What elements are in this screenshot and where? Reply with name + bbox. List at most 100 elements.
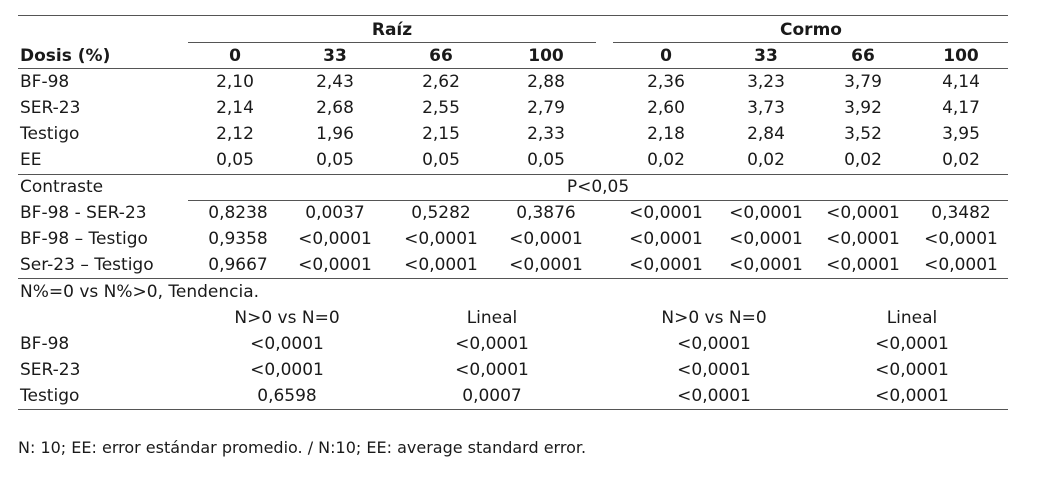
table-cell: <0,0001 [677,360,751,380]
table-cell: 2,12 [216,124,254,144]
dose-header: 66 [851,46,875,66]
table-cell: <0,0001 [677,386,751,406]
dose-header: 33 [323,46,347,66]
dosis-header: Dosis (%) [20,46,111,66]
table-cell: 0,8238 [208,203,268,223]
dose-header: 0 [660,46,672,66]
table-cell: 3,73 [747,98,785,118]
dose-header: 0 [229,46,241,66]
table-cell: <0,0001 [826,203,900,223]
table-cell: 0,0007 [462,386,522,406]
top-rule [18,15,1008,16]
table-cell: 2,84 [747,124,785,144]
trend-header: N>0 vs N=0 [234,308,340,328]
table-cell: <0,0001 [404,255,478,275]
table-cell: 0,02 [844,150,882,170]
table-cell: 3,95 [942,124,980,144]
pvalue-label: P<0,05 [566,177,630,197]
footnote: N: 10; EE: error estándar promedio. / N:… [18,438,587,457]
table-cell: 2,33 [527,124,565,144]
table-cell: 2,79 [527,98,565,118]
trend-header: N>0 vs N=0 [661,308,767,328]
table-cell: <0,0001 [826,255,900,275]
raiz-group-header: Raíz [371,20,413,40]
table-cell: 0,05 [316,150,354,170]
table-cell: 0,05 [527,150,565,170]
table-cell: <0,0001 [826,229,900,249]
table-cell: 3,52 [844,124,882,144]
table-cell: <0,0001 [729,229,803,249]
table-cell: 4,17 [942,98,980,118]
table-cell: <0,0001 [298,255,372,275]
table-cell: <0,0001 [875,334,949,354]
table-cell: 0,02 [647,150,685,170]
row-label: Testigo [20,386,80,406]
table-cell: <0,0001 [875,360,949,380]
row-label: SER-23 [20,98,81,118]
table-cell: 0,3876 [516,203,576,223]
table-cell: 2,60 [647,98,685,118]
row-label: BF-98 - SER-23 [20,203,147,223]
trend-header: Lineal [886,308,938,328]
bottom-rule [18,409,1008,410]
row-label: BF-98 [20,72,70,92]
row-label: SER-23 [20,360,81,380]
trend-header: Lineal [466,308,518,328]
dose-header: 100 [528,46,564,66]
table-cell: 2,18 [647,124,685,144]
table-cell: <0,0001 [455,334,529,354]
table-cell: 2,62 [422,72,460,92]
table-cell: 2,88 [527,72,565,92]
table-cell: <0,0001 [629,255,703,275]
pvalue-rule [188,200,1008,201]
table-cell: 2,68 [316,98,354,118]
table-cell: <0,0001 [924,255,998,275]
table-cell: 3,79 [844,72,882,92]
table-cell: 0,9667 [208,255,268,275]
table-cell: 0,3482 [931,203,991,223]
dose-header: 100 [943,46,979,66]
row-label: Ser-23 – Testigo [20,255,154,275]
table-cell: 0,6598 [257,386,317,406]
row-label: Testigo [20,124,80,144]
table-cell: 4,14 [942,72,980,92]
raiz-group-rule [188,42,596,43]
table-cell: <0,0001 [250,360,324,380]
cormo-group-header: Cormo [780,20,842,40]
table-cell: 2,43 [316,72,354,92]
header-rule [18,68,1008,69]
table-cell: 2,36 [647,72,685,92]
row-label: BF-98 [20,334,70,354]
table-cell: <0,0001 [677,334,751,354]
table-cell: <0,0001 [298,229,372,249]
table-cell: 2,14 [216,98,254,118]
table-cell: 0,9358 [208,229,268,249]
dose-header: 66 [429,46,453,66]
table-cell: <0,0001 [509,255,583,275]
table-cell: <0,0001 [629,203,703,223]
dose-header: 33 [754,46,778,66]
table-cell: <0,0001 [509,229,583,249]
table-cell: <0,0001 [404,229,478,249]
trend-title: N%=0 vs N%>0, Tendencia. [20,282,260,302]
table-cell: 2,15 [422,124,460,144]
table-cell: 2,55 [422,98,460,118]
table-cell: <0,0001 [250,334,324,354]
table-cell: 3,92 [844,98,882,118]
table-cell: 2,10 [216,72,254,92]
table-cell: <0,0001 [924,229,998,249]
means-end-rule [18,174,1008,175]
table-cell: <0,0001 [455,360,529,380]
table-cell: 0,05 [422,150,460,170]
row-label: EE [20,150,42,170]
table-cell: 0,5282 [411,203,471,223]
table-cell: 3,23 [747,72,785,92]
table-cell: 0,02 [747,150,785,170]
table-cell: 0,0037 [305,203,365,223]
table-cell: <0,0001 [729,255,803,275]
table-cell: 0,05 [216,150,254,170]
contrast-label: Contraste [20,177,104,197]
cormo-group-rule [613,42,1008,43]
row-label: BF-98 – Testigo [20,229,148,249]
table-cell: <0,0001 [729,203,803,223]
